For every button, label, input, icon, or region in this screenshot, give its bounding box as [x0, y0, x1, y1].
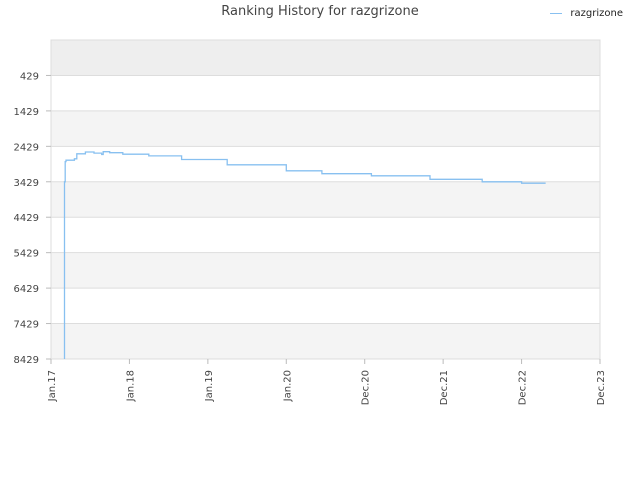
chart-title: Ranking History for razgrizone [221, 4, 419, 19]
legend-label: razgrizone [570, 8, 623, 19]
grid-band [51, 323, 600, 359]
y-tick-label: 6429 [14, 284, 39, 295]
grid-band [51, 252, 600, 289]
x-tick-label: Jan.17 [47, 370, 58, 402]
x-tick-label: Dec.21 [439, 370, 450, 405]
plot-frame [50, 39, 601, 360]
y-tick-label: 3429 [14, 178, 39, 189]
x-tick-label: Dec.23 [596, 370, 607, 405]
grid-band [51, 181, 600, 218]
x-tick-label: Jan.18 [125, 370, 136, 402]
y-tick-label: 1429 [14, 107, 39, 118]
grid-band [51, 288, 600, 324]
x-tick-label: Jan.20 [282, 370, 293, 402]
y-tick-label: 4429 [14, 213, 39, 224]
grid-band [51, 217, 600, 253]
legend[interactable]: razgrizone [550, 8, 623, 19]
y-tick-label: 7429 [14, 320, 39, 331]
x-tick-label: Dec.22 [518, 370, 529, 405]
grid-band [51, 75, 600, 111]
y-tick-label: 5429 [14, 249, 39, 260]
x-tick-label: Dec.20 [361, 370, 372, 405]
grid-band [51, 146, 600, 182]
series-line-razgrizone [63, 151, 546, 359]
legend-swatch [550, 13, 563, 14]
y-tick-label: 2429 [14, 142, 39, 153]
x-tick-label: Jan.19 [204, 370, 215, 402]
grid-band [51, 40, 600, 76]
y-tick-label: 8429 [14, 355, 39, 366]
grid-band [51, 110, 600, 147]
y-tick-label: 429 [20, 71, 39, 82]
